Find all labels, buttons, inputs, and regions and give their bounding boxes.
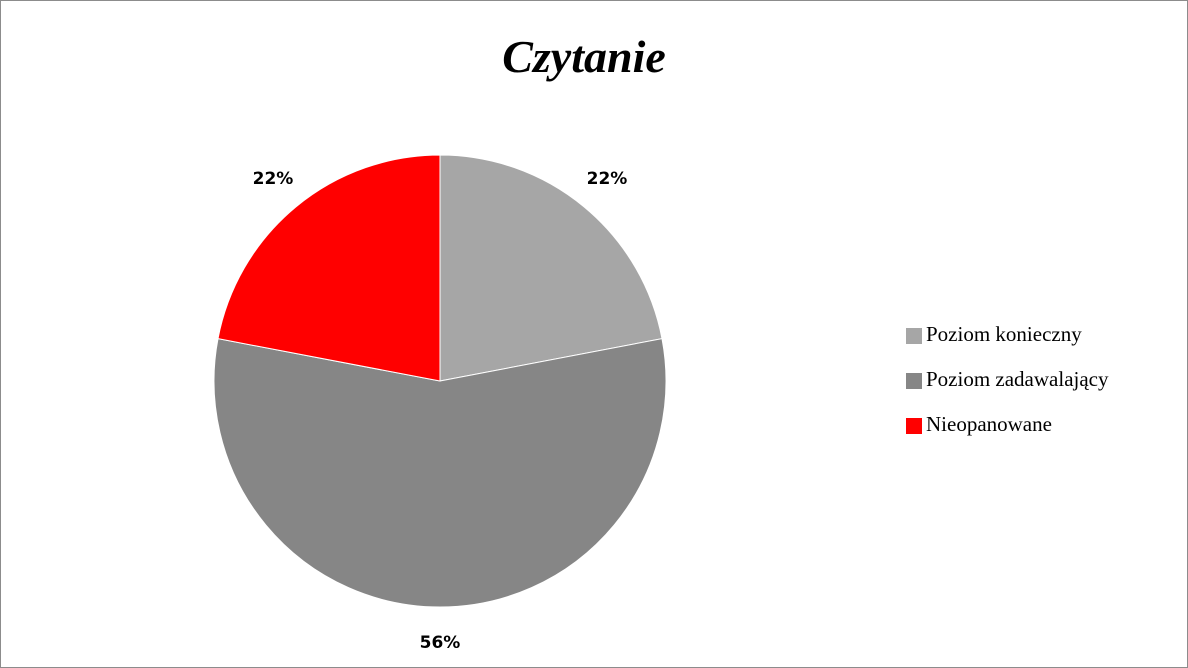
pie-slice (217, 154, 441, 382)
legend-label: Nieopanowane (926, 412, 1052, 436)
chart-title: Czytanie (502, 31, 666, 82)
value-label: 56% (420, 633, 461, 653)
legend-swatch (906, 418, 922, 434)
pie-slice (213, 338, 667, 608)
legend-label: Poziom konieczny (926, 322, 1082, 346)
legend-swatch (906, 373, 922, 389)
value-label: 22% (587, 169, 628, 189)
value-label: 22% (253, 169, 294, 189)
pie-slice (439, 154, 663, 382)
legend-label: Poziom zadawalający (926, 367, 1109, 391)
legend-swatch (906, 328, 922, 344)
